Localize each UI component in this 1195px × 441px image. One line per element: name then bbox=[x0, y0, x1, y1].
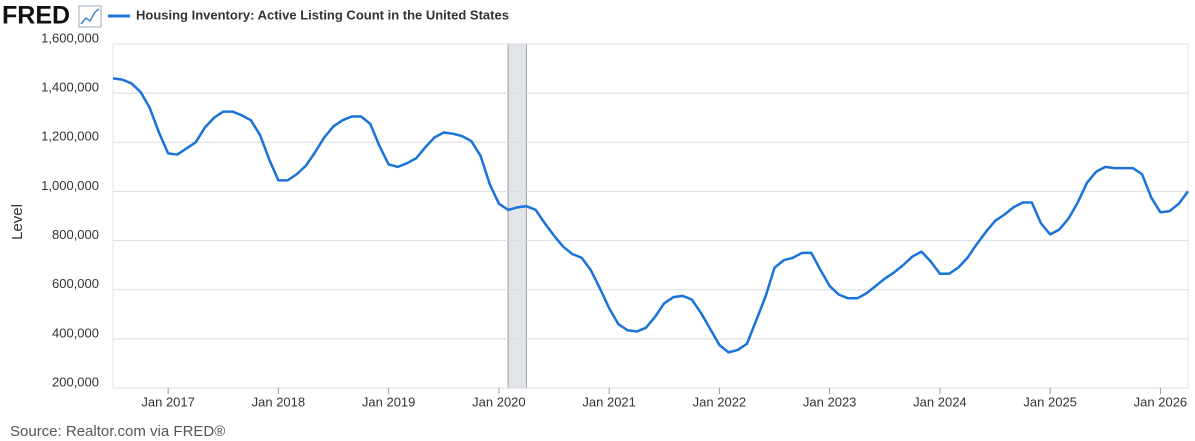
x-tick-label: Jan 2024 bbox=[913, 394, 967, 409]
y-axis-label: Level bbox=[9, 204, 26, 240]
x-tick-label: Jan 2025 bbox=[1023, 394, 1077, 409]
x-tick-label: Jan 2020 bbox=[472, 394, 526, 409]
x-tick-label: Jan 2022 bbox=[693, 394, 747, 409]
brand-icon bbox=[78, 5, 102, 28]
y-tick-label: 800,000 bbox=[52, 227, 99, 242]
series-line bbox=[112, 77, 1190, 354]
y-tick-label: 1,600,000 bbox=[41, 30, 99, 45]
y-tick-label: 200,000 bbox=[52, 374, 99, 389]
legend-label: Housing Inventory: Active Listing Count … bbox=[136, 7, 509, 22]
y-tick-label: 1,000,000 bbox=[41, 178, 99, 193]
source: Source: Realtor.com via FRED® bbox=[10, 423, 225, 440]
x-tick-label: Jan 2019 bbox=[362, 394, 416, 409]
recession-shade bbox=[507, 43, 527, 389]
x-tick-label: Jan 2026 bbox=[1134, 394, 1188, 409]
y-tick-label: 400,000 bbox=[52, 325, 99, 340]
plot-area bbox=[112, 43, 1189, 389]
x-tick-label: Jan 2021 bbox=[582, 394, 636, 409]
x-tick-label: Jan 2017 bbox=[141, 394, 195, 409]
y-tick-label: 600,000 bbox=[52, 276, 99, 291]
y-tick-label: 1,400,000 bbox=[41, 80, 99, 95]
y-tick-label: 1,200,000 bbox=[41, 129, 99, 144]
x-tick-label: Jan 2023 bbox=[803, 394, 857, 409]
brand-logo: FRED bbox=[2, 2, 70, 30]
x-tick-label: Jan 2018 bbox=[252, 394, 306, 409]
